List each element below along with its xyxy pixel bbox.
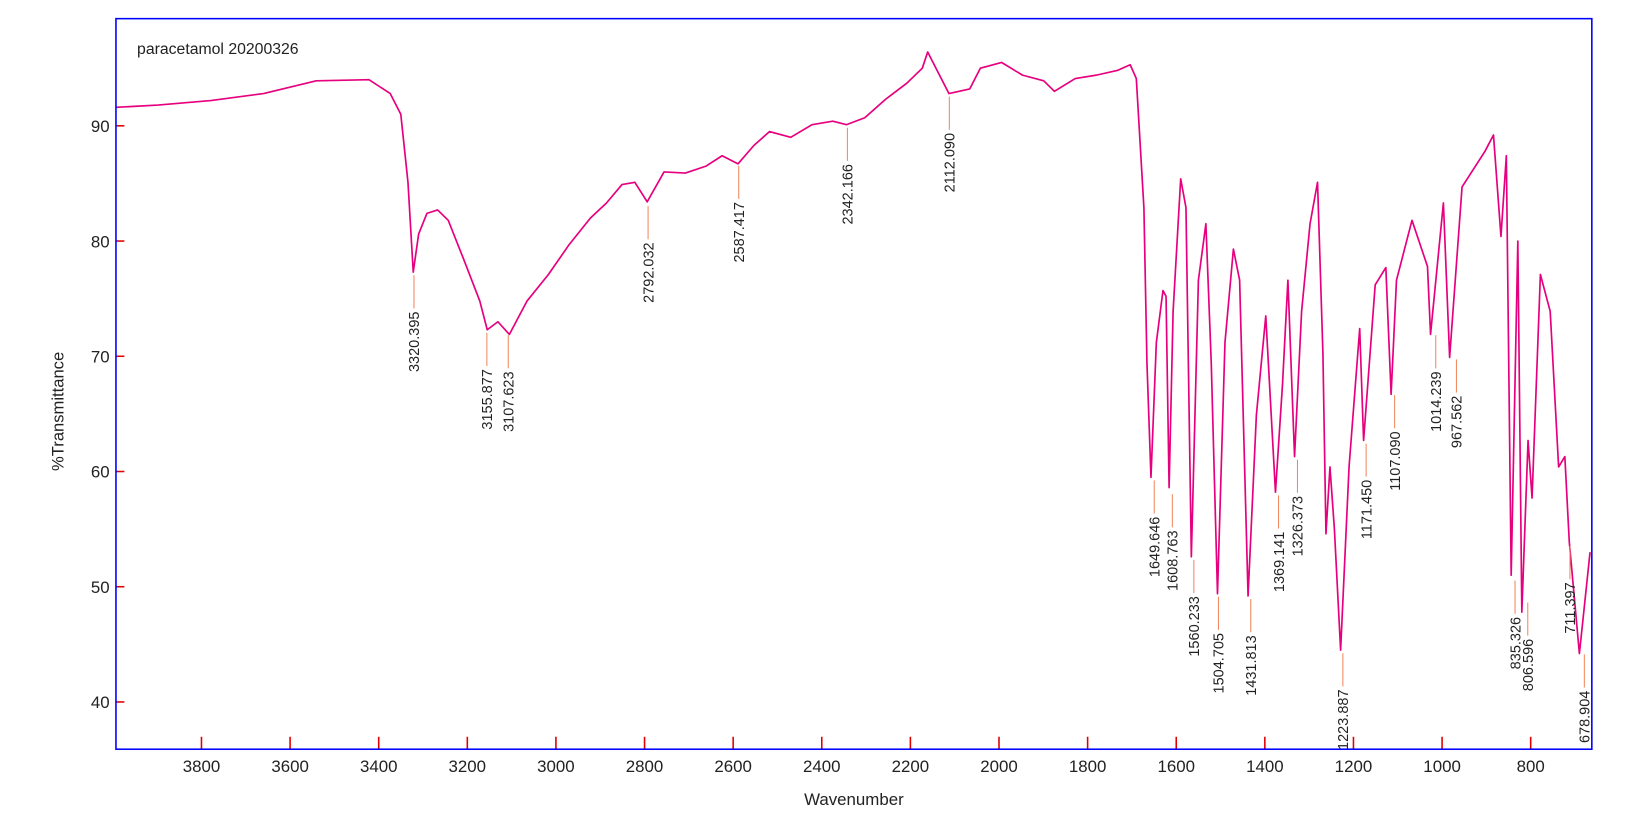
chart-title: paracetamol 20200326 xyxy=(137,41,299,58)
peak-label: 1326.373 xyxy=(1291,496,1307,556)
peak-label: 835.326 xyxy=(1508,617,1524,669)
peak-label: 1014.239 xyxy=(1429,371,1445,431)
y-axis-label: %Transmittance xyxy=(48,352,67,471)
peak-label: 3107.623 xyxy=(501,371,517,431)
x-tick-label: 2400 xyxy=(803,757,841,776)
peak-label: 1560.233 xyxy=(1187,596,1203,656)
y-tick-label: 60 xyxy=(91,463,110,482)
y-tick-label: 70 xyxy=(91,348,110,367)
peak-label: 2587.417 xyxy=(732,202,748,262)
plot-frame xyxy=(115,17,1593,750)
x-tick-label: 1200 xyxy=(1335,757,1373,776)
x-axis-label: Wavenumber xyxy=(804,790,904,809)
peak-label: 1431.813 xyxy=(1244,635,1260,695)
peak-label: 1107.090 xyxy=(1388,431,1404,490)
peak-annotations: 3320.395 3155.877 3107.623 2792.032 2587.417… xyxy=(407,96,1594,749)
peak-label: 678.904 xyxy=(1578,691,1594,743)
x-tick-label: 1400 xyxy=(1246,757,1284,776)
x-tick-label: 2800 xyxy=(626,757,664,776)
peak-label: 2792.032 xyxy=(641,242,657,302)
spectrum-line xyxy=(115,51,1591,655)
peak-label: 3320.395 xyxy=(407,312,423,372)
peak-label: 1171.450 xyxy=(1359,480,1375,539)
peak-label: 2342.166 xyxy=(841,164,857,224)
peak-label: 1504.705 xyxy=(1212,633,1228,693)
x-tick-label: 3400 xyxy=(360,757,398,776)
x-tick-label: 800 xyxy=(1517,757,1545,776)
x-tick-label: 3000 xyxy=(537,757,575,776)
peak-label: 1649.646 xyxy=(1147,517,1163,577)
x-tick-label: 3200 xyxy=(449,757,487,776)
y-tick-label: 80 xyxy=(91,232,110,251)
peak-label: 806.596 xyxy=(1521,639,1537,691)
peak-label: 1223.887 xyxy=(1336,689,1352,749)
peak-label: 2112.090 xyxy=(943,133,959,192)
x-tick-label: 2000 xyxy=(980,757,1018,776)
peak-label: 967.562 xyxy=(1450,396,1466,448)
x-tick-label: 1800 xyxy=(1069,757,1107,776)
y-tick-label: 40 xyxy=(91,693,110,712)
x-tick-label: 2600 xyxy=(714,757,752,776)
x-tick-label: 1600 xyxy=(1157,757,1195,776)
peak-label: 1608.763 xyxy=(1166,530,1182,590)
x-tick-label: 1000 xyxy=(1423,757,1461,776)
peak-label: 1369.141 xyxy=(1272,532,1288,592)
peak-label: 711.397 xyxy=(1563,582,1579,633)
y-tick-label: 50 xyxy=(91,578,110,597)
x-tick-label: 3600 xyxy=(271,757,309,776)
x-tick-label: 2200 xyxy=(892,757,930,776)
peak-label: 3155.877 xyxy=(480,369,496,429)
y-tick-label: 90 xyxy=(91,117,110,136)
x-tick-label: 3800 xyxy=(183,757,221,776)
